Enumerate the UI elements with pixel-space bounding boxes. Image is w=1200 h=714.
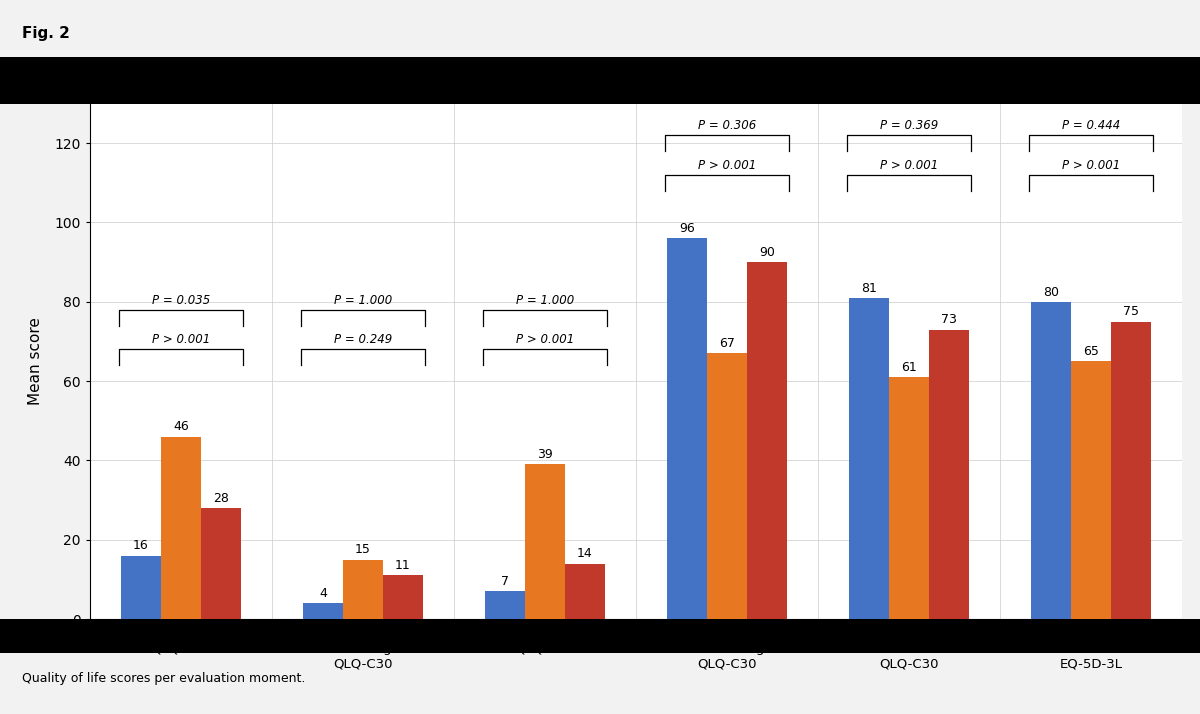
Text: 7: 7	[500, 575, 509, 588]
Text: Quality of life scores per evaluation moment.: Quality of life scores per evaluation mo…	[22, 673, 305, 685]
Bar	[383, 575, 424, 619]
Text: P > 0.001: P > 0.001	[152, 333, 210, 346]
Text: 61: 61	[901, 361, 917, 374]
Text: 90: 90	[760, 246, 775, 259]
Text: 14: 14	[577, 548, 593, 560]
Text: P > 0.001: P > 0.001	[1062, 159, 1120, 172]
Text: 67: 67	[719, 337, 734, 350]
Text: P = 0.369: P = 0.369	[880, 119, 938, 132]
Text: P = 1.000: P = 1.000	[334, 293, 392, 306]
Text: P > 0.001: P > 0.001	[880, 159, 938, 172]
Bar	[848, 298, 889, 619]
Bar	[565, 563, 605, 619]
Text: 75: 75	[1123, 306, 1139, 318]
Bar	[1111, 321, 1151, 619]
Bar	[302, 603, 343, 619]
Text: 81: 81	[862, 281, 877, 295]
Text: P = 0.249: P = 0.249	[334, 333, 392, 346]
Bar	[1031, 302, 1070, 619]
Bar	[929, 330, 970, 619]
Text: P = 1.000: P = 1.000	[516, 293, 574, 306]
Bar	[161, 437, 202, 619]
Bar	[485, 591, 524, 619]
Text: P > 0.001: P > 0.001	[698, 159, 756, 172]
Bar	[707, 353, 748, 619]
Text: 11: 11	[395, 559, 410, 572]
Bar	[121, 555, 161, 619]
Bar	[524, 464, 565, 619]
Text: P > 0.001: P > 0.001	[516, 333, 574, 346]
Text: P = 0.444: P = 0.444	[1062, 119, 1120, 132]
Text: 16: 16	[133, 539, 149, 553]
Bar	[667, 238, 707, 619]
Bar	[1070, 361, 1111, 619]
Bar	[343, 560, 383, 619]
Text: Fig. 2: Fig. 2	[22, 26, 70, 41]
Text: 46: 46	[173, 421, 188, 433]
Text: 4: 4	[319, 587, 326, 600]
Text: P = 0.035: P = 0.035	[152, 293, 210, 306]
Bar	[202, 508, 241, 619]
Text: 73: 73	[941, 313, 956, 326]
Text: 80: 80	[1043, 286, 1058, 298]
Text: 28: 28	[214, 492, 229, 505]
Bar	[889, 377, 929, 619]
Text: P = 0.306: P = 0.306	[698, 119, 756, 132]
Text: 15: 15	[355, 543, 371, 556]
Text: 65: 65	[1084, 345, 1099, 358]
Text: 39: 39	[538, 448, 553, 461]
Bar	[748, 262, 787, 619]
Text: 96: 96	[679, 222, 695, 235]
Y-axis label: Mean score: Mean score	[29, 317, 43, 406]
